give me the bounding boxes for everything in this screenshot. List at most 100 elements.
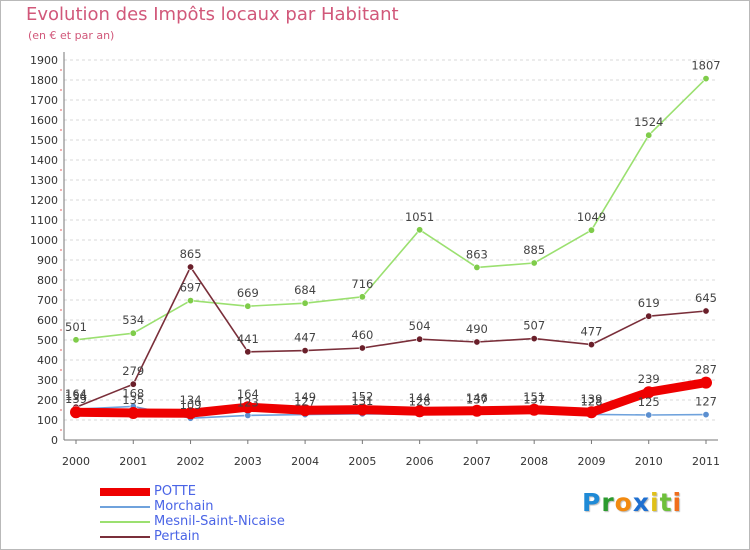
data-point [587,341,595,349]
data-point [645,131,653,139]
data-label: 152 [351,390,373,404]
x-tick-label: 2001 [119,455,147,468]
data-point [702,307,710,315]
data-point [473,263,481,271]
data-point [72,336,80,344]
data-label: 134 [180,393,202,407]
data-label: 447 [294,331,316,345]
series-line [75,266,707,409]
data-label: 128 [580,394,602,408]
legend-swatch [100,506,150,508]
data-point [530,259,538,267]
data-label: 697 [180,281,202,295]
x-tick-label: 2000 [62,455,90,468]
data-point [241,401,254,414]
data-point [585,406,598,419]
y-tick-label: 100 [37,414,58,427]
data-label: 123 [237,395,259,409]
logo-letter: x [632,488,650,517]
logo-letter: o [614,488,633,517]
y-tick-label: 1200 [30,194,58,207]
grid-lines [64,59,718,421]
data-label: 1051 [405,210,434,224]
data-label: 501 [65,320,87,334]
data-label: 164 [65,387,87,401]
data-point [301,299,309,307]
y-tick-label: 1100 [30,214,58,227]
data-point [244,348,252,356]
y-tick-label: 1900 [30,54,58,67]
data-label: 137 [523,393,545,407]
data-point [702,411,710,419]
x-tick-label: 2002 [177,455,205,468]
logo-letter: t [659,488,673,517]
data-label: 144 [409,391,431,405]
data-point [528,403,541,416]
y-tick-label: 1400 [30,154,58,167]
data-label: 239 [638,372,660,386]
x-tick-label: 2010 [635,455,663,468]
data-point [70,406,82,419]
data-label: 128 [409,394,431,408]
data-point [587,226,595,234]
data-point [184,407,197,420]
data-label: 1807 [691,59,720,73]
data-label: 885 [523,243,545,257]
data-point [129,380,137,388]
y-tick-label: 1000 [30,234,58,247]
series-line [75,77,707,341]
chart-subtitle: (en € et par an) [28,29,115,42]
data-label: 1524 [634,115,663,129]
x-tick-label: 2009 [577,455,605,468]
data-label: 109 [180,398,202,412]
data-label: 441 [237,332,259,346]
data-label: 1049 [577,210,606,224]
data-point [187,297,195,305]
data-point [413,405,426,418]
data-label: 279 [122,364,144,378]
data-label: 619 [638,296,660,310]
data-label: 127 [695,395,717,409]
data-point [645,411,653,419]
data-point [645,312,653,320]
data-point [700,376,712,389]
data-label: 716 [351,277,373,291]
x-tick-label: 2006 [406,455,434,468]
data-label: 139 [580,392,602,406]
y-tick-label: 300 [37,374,58,387]
y-tick-label: 800 [37,274,58,287]
data-label: 865 [180,247,202,261]
data-label: 504 [409,319,431,333]
data-label: 139 [65,392,87,406]
y-tick-label: 600 [37,314,58,327]
x-tick-label: 2007 [463,455,491,468]
data-label: 125 [638,395,660,409]
data-label: 669 [237,286,259,300]
data-label: 149 [294,390,316,404]
data-point [358,293,366,301]
data-point [470,404,483,417]
data-label: 460 [351,328,373,342]
x-tick-label: 2005 [348,455,376,468]
x-tick-label: 2011 [692,455,720,468]
axes: 100 200 300 400 500 600 700 800 900 1000 1100 1200 1… [30,52,720,468]
data-label: 490 [466,322,488,336]
legend-label: Morchain [154,499,214,514]
data-label: 151 [523,390,545,404]
data-label: 507 [523,319,545,333]
data-point [642,386,655,399]
data-label: 863 [466,247,488,261]
data-point [129,329,137,337]
proxiti-logo: Proxiti [582,488,682,517]
y-tick-label: 0 [51,434,58,447]
data-point [127,407,140,419]
data-label: 287 [695,363,717,377]
data-point [187,263,195,271]
y-tick-label: 1800 [30,74,58,87]
data-point [358,344,366,352]
data-label: 146 [466,391,488,405]
y-tick-label: 1600 [30,114,58,127]
logo-letter: i [672,488,683,517]
